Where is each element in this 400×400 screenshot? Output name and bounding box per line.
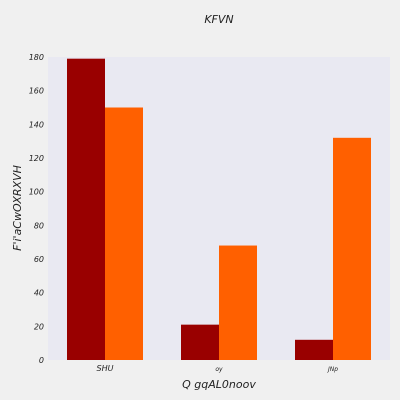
y-tick-label: 80 (34, 221, 44, 230)
chart-title: KFVN (204, 13, 233, 26)
x-axis-label: Q gqAL0noov (182, 378, 256, 391)
bar-series1-JNp (295, 339, 333, 360)
y-tick-label: 180 (29, 53, 44, 62)
y-tick-label: 140 (29, 120, 44, 129)
y-tick-label: 100 (29, 188, 44, 197)
bar-series2-SHU (105, 107, 143, 360)
x-tick-label: oy (215, 366, 223, 373)
x-tick-label: SHU (97, 364, 114, 373)
y-tick-label: 120 (29, 154, 44, 163)
bar-series1-SHU (67, 58, 105, 360)
bar-series1-oy (181, 324, 219, 360)
bar-series2-JNp (333, 137, 371, 360)
y-axis-ticks: 0 20 40 60 80 100 120 140 160 180 (29, 53, 44, 365)
y-tick-label: 20 (34, 322, 44, 331)
y-tick-label: 0 (39, 356, 44, 365)
x-tick-label: JNp (327, 366, 338, 373)
y-tick-label: 60 (34, 255, 44, 264)
bars (67, 58, 371, 360)
bar-series2-oy (219, 245, 257, 360)
y-axis-label: F'i'aCwOXRXVH (11, 165, 24, 251)
y-tick-label: 40 (34, 289, 44, 298)
y-tick-label: 160 (29, 87, 44, 96)
x-axis-ticks: SHU oy JNp (97, 364, 339, 373)
